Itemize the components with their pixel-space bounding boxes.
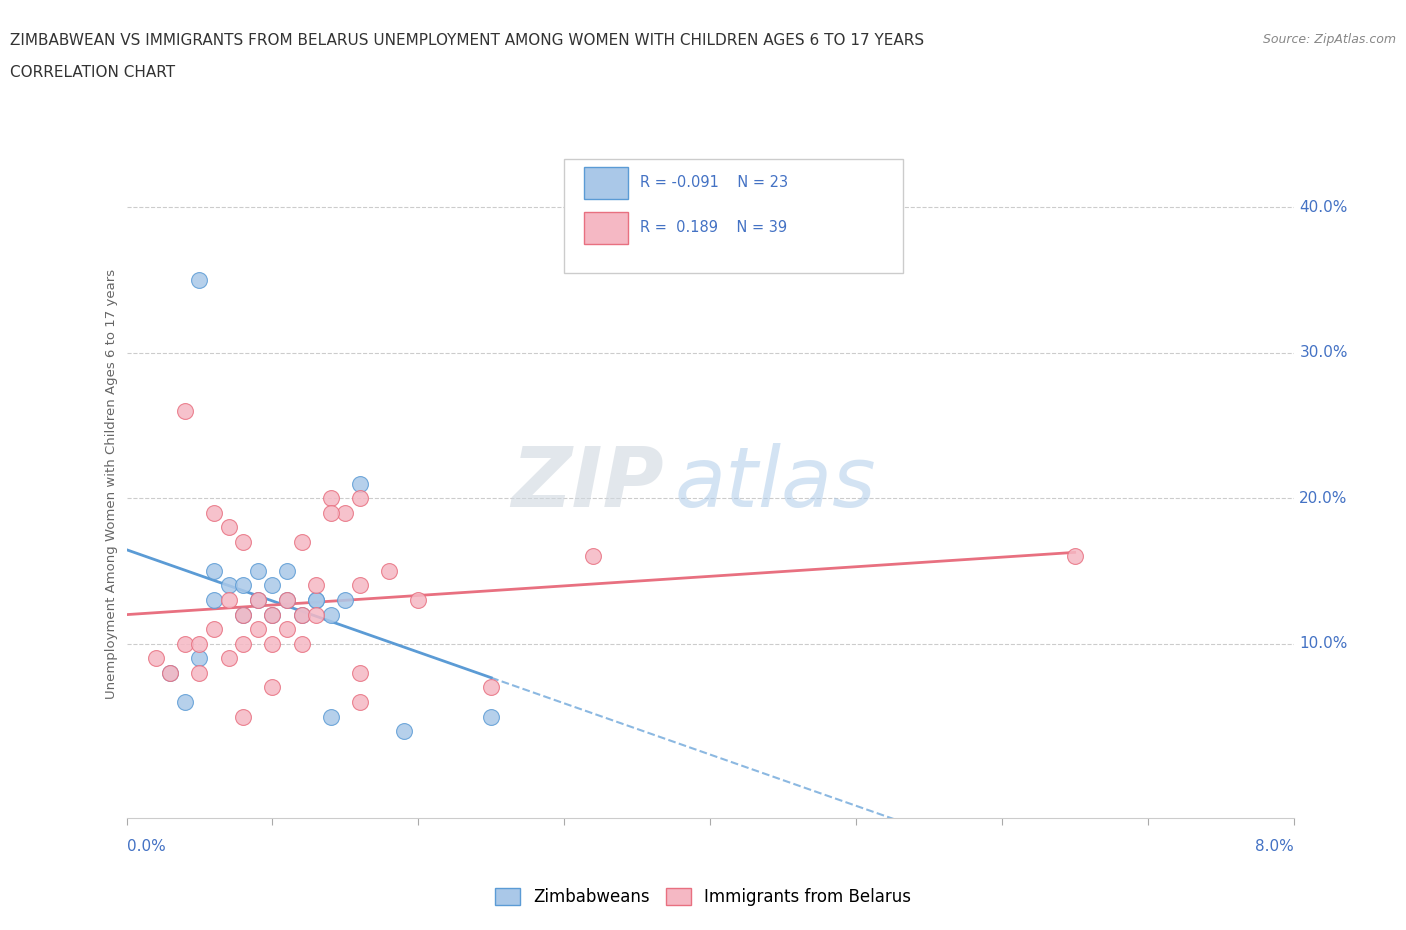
- Text: Source: ZipAtlas.com: Source: ZipAtlas.com: [1263, 33, 1396, 46]
- Text: ZIP: ZIP: [510, 443, 664, 525]
- Point: [276, 592, 298, 607]
- Point: [246, 592, 269, 607]
- Text: ZIMBABWEAN VS IMMIGRANTS FROM BELARUS UNEMPLOYMENT AMONG WOMEN WITH CHILDREN AGE: ZIMBABWEAN VS IMMIGRANTS FROM BELARUS UN…: [10, 33, 924, 47]
- Text: R =  0.189    N = 39: R = 0.189 N = 39: [640, 220, 787, 235]
- Y-axis label: Unemployment Among Women with Children Ages 6 to 17 years: Unemployment Among Women with Children A…: [105, 269, 118, 698]
- Point: [408, 592, 430, 607]
- Point: [202, 592, 225, 607]
- Point: [202, 564, 225, 578]
- Text: 40.0%: 40.0%: [1299, 200, 1348, 215]
- Text: 8.0%: 8.0%: [1254, 839, 1294, 854]
- Point: [188, 636, 211, 651]
- Point: [218, 651, 240, 666]
- Point: [335, 592, 357, 607]
- Point: [479, 709, 502, 724]
- Point: [305, 578, 328, 593]
- Point: [262, 680, 284, 695]
- Point: [174, 636, 197, 651]
- Point: [246, 564, 269, 578]
- Text: 30.0%: 30.0%: [1299, 345, 1348, 360]
- Point: [305, 607, 328, 622]
- Point: [232, 535, 254, 550]
- Point: [290, 607, 312, 622]
- Point: [319, 491, 342, 506]
- Point: [246, 622, 269, 637]
- Point: [276, 592, 298, 607]
- Bar: [583, 166, 628, 199]
- Point: [232, 636, 254, 651]
- Point: [290, 607, 312, 622]
- Text: atlas: atlas: [675, 443, 877, 525]
- Point: [232, 709, 254, 724]
- Point: [335, 505, 357, 520]
- Point: [392, 724, 415, 738]
- Point: [276, 622, 298, 637]
- Point: [276, 564, 298, 578]
- Point: [188, 651, 211, 666]
- Point: [349, 695, 371, 710]
- FancyBboxPatch shape: [564, 159, 903, 272]
- Point: [262, 578, 284, 593]
- Point: [246, 592, 269, 607]
- Text: 20.0%: 20.0%: [1299, 491, 1348, 506]
- Point: [145, 651, 167, 666]
- Point: [188, 665, 211, 680]
- Text: R = -0.091    N = 23: R = -0.091 N = 23: [640, 176, 789, 191]
- Point: [232, 578, 254, 593]
- Point: [188, 272, 211, 287]
- Point: [159, 665, 181, 680]
- Point: [349, 476, 371, 491]
- Bar: [583, 212, 628, 244]
- Point: [319, 607, 342, 622]
- Point: [582, 549, 605, 564]
- Point: [378, 564, 401, 578]
- Point: [290, 535, 312, 550]
- Point: [159, 665, 181, 680]
- Point: [319, 505, 342, 520]
- Point: [202, 622, 225, 637]
- Point: [479, 680, 502, 695]
- Point: [218, 578, 240, 593]
- Point: [290, 636, 312, 651]
- Point: [262, 636, 284, 651]
- Point: [305, 592, 328, 607]
- Point: [349, 665, 371, 680]
- Text: CORRELATION CHART: CORRELATION CHART: [10, 65, 174, 80]
- Point: [218, 520, 240, 535]
- Legend: Zimbabweans, Immigrants from Belarus: Zimbabweans, Immigrants from Belarus: [488, 881, 918, 912]
- Point: [319, 709, 342, 724]
- Point: [218, 592, 240, 607]
- Point: [202, 505, 225, 520]
- Point: [262, 607, 284, 622]
- Point: [349, 578, 371, 593]
- Point: [262, 607, 284, 622]
- Point: [232, 607, 254, 622]
- Point: [232, 607, 254, 622]
- Point: [174, 695, 197, 710]
- Text: 10.0%: 10.0%: [1299, 636, 1348, 651]
- Point: [305, 592, 328, 607]
- Point: [349, 491, 371, 506]
- Point: [174, 404, 197, 418]
- Point: [1063, 549, 1085, 564]
- Text: 0.0%: 0.0%: [127, 839, 166, 854]
